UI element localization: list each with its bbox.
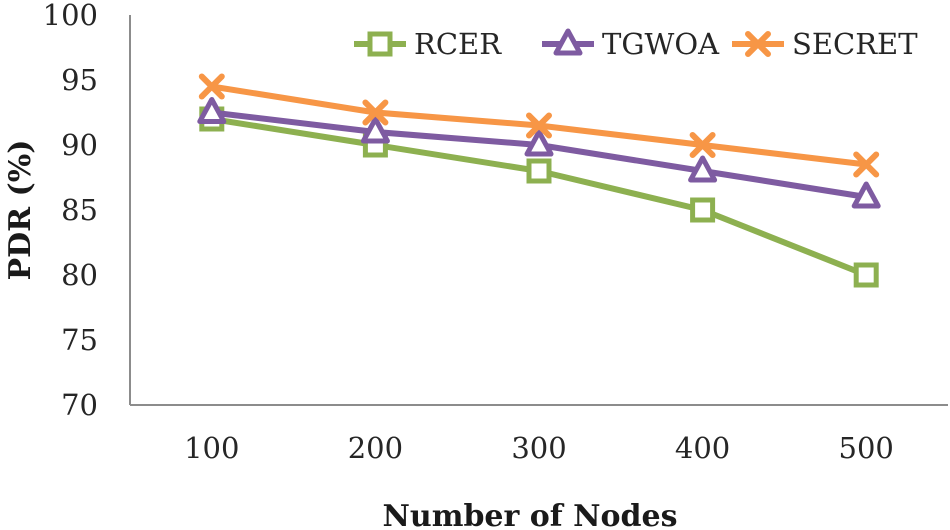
legend: RCER TGWOA SECRET — [354, 27, 918, 61]
data-point-secret — [362, 99, 389, 126]
y-tick-label: 85 — [61, 193, 98, 227]
x-tick-label: 200 — [348, 431, 403, 465]
series-group — [197, 73, 881, 288]
data-point-tgwoa — [851, 181, 881, 209]
data-point-rcer — [690, 197, 716, 223]
data-point-tgwoa — [524, 129, 554, 157]
x-tick-label: 400 — [675, 431, 730, 465]
legend-item-tgwoa: TGWOA — [542, 27, 720, 61]
y-tick-label: 100 — [43, 0, 98, 32]
y-tick-label: 70 — [61, 388, 98, 422]
data-point-secret — [198, 73, 225, 100]
data-point-tgwoa — [688, 155, 718, 183]
y-axis-title: PDR (%) — [3, 140, 38, 281]
y-tick-label: 90 — [61, 128, 98, 162]
y-tick-label: 95 — [61, 63, 98, 97]
y-tick-label: 75 — [61, 323, 98, 357]
legend-label: TGWOA — [602, 27, 720, 61]
x-tick-label: 100 — [184, 431, 239, 465]
legend-marker-triangle — [553, 28, 583, 56]
data-point-secret — [689, 132, 716, 158]
legend-label: RCER — [414, 27, 502, 61]
series-secret — [198, 73, 880, 178]
x-tick-label: 500 — [839, 431, 894, 465]
y-tick-labels: 70 75 80 85 90 95 100 — [43, 0, 98, 422]
legend-item-rcer: RCER — [354, 27, 502, 61]
legend-marker-square — [367, 31, 393, 57]
data-point-secret — [853, 151, 880, 178]
legend-label: SECRET — [792, 27, 918, 61]
legend-marker-x — [745, 31, 771, 57]
data-point-tgwoa — [360, 116, 390, 144]
y-tick-label: 80 — [61, 258, 98, 292]
axes — [129, 15, 948, 406]
x-tick-label: 300 — [511, 431, 566, 465]
data-point-secret — [526, 112, 552, 139]
data-point-rcer — [526, 158, 552, 184]
x-tick-labels: 100 200 300 400 500 — [184, 431, 894, 465]
data-point-rcer — [853, 262, 879, 288]
x-axis-title: Number of Nodes — [382, 499, 677, 530]
legend-item-secret: SECRET — [732, 27, 918, 61]
data-point-tgwoa — [197, 97, 227, 124]
series-tgwoa — [197, 97, 881, 209]
